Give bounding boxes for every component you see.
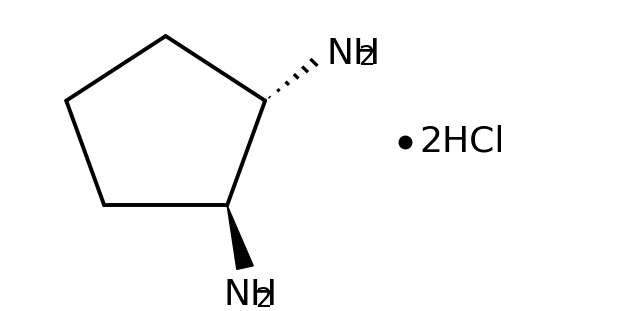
Text: 2: 2 <box>255 287 272 311</box>
Polygon shape <box>227 205 253 269</box>
Text: NH: NH <box>326 37 380 71</box>
Text: NH: NH <box>223 278 277 311</box>
Text: 2HCl: 2HCl <box>420 125 505 159</box>
Text: 2: 2 <box>358 45 375 71</box>
